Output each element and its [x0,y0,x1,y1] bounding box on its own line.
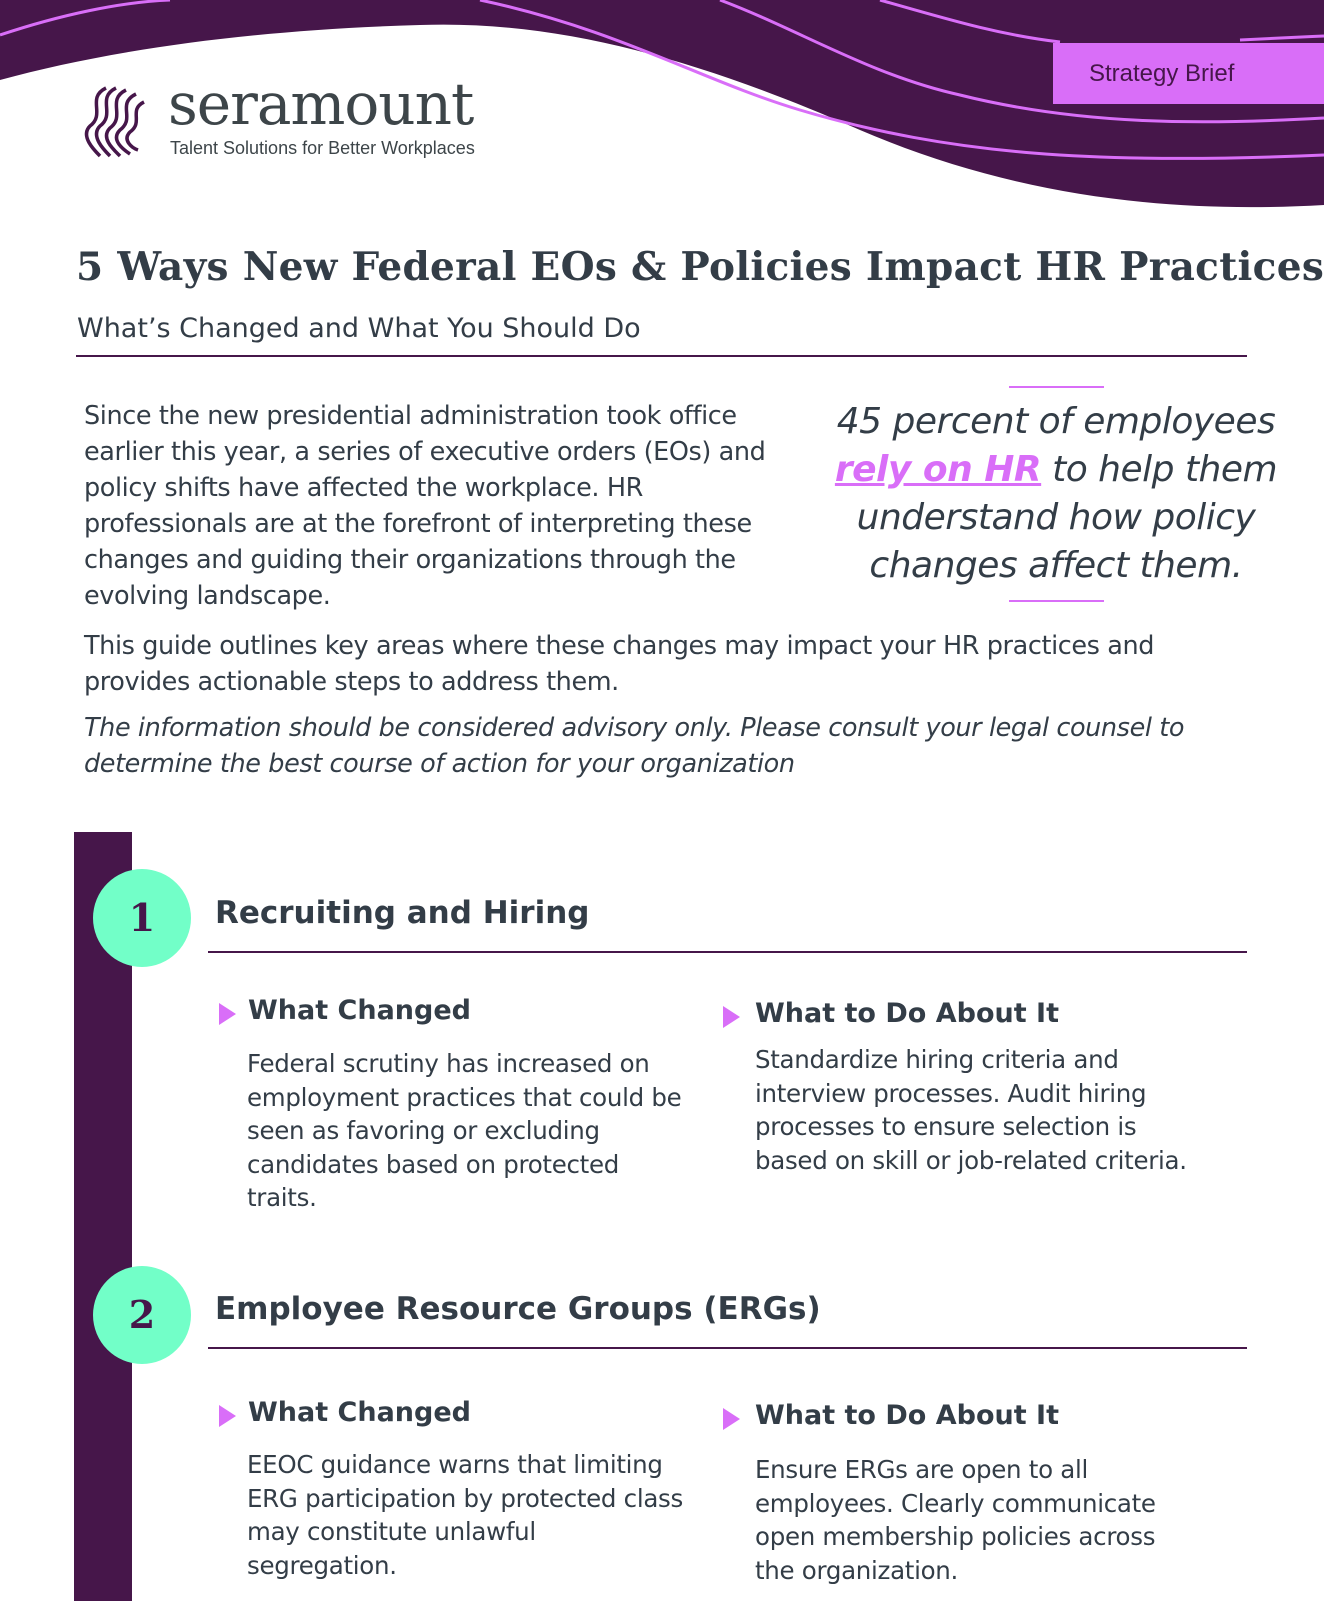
intro-paragraph: Since the new presidential administratio… [84,401,766,611]
quote-bottom-rule [1008,600,1104,602]
what-changed-label-2: What Changed [248,1397,471,1428]
quote-text-end: to help them understand how policy chang… [856,449,1278,586]
section-divider-1 [208,951,1247,953]
section-number-2: 2 [93,1266,191,1364]
triangle-bullet-icon [723,1006,740,1028]
page-subtitle: What’s Changed and What You Should Do [77,313,641,344]
disclaimer: The information should be considered adv… [84,713,1185,779]
title-divider [76,355,1247,357]
what-changed-text-1: Federal scrutiny has increased on employ… [247,1049,682,1212]
seramount-logo-icon [84,86,145,158]
what-to-do-label-1: What to Do About It [755,998,1060,1029]
quote-top-rule [1008,386,1104,388]
triangle-bullet-icon [219,1405,236,1427]
what-to-do-label-2: What to Do About It [755,1400,1060,1431]
intro-block: Since the new presidential administratio… [84,386,1314,782]
strategy-brief-badge: Strategy Brief [1053,43,1324,104]
what-to-do-text-2: Ensure ERGs are open to all employees. C… [755,1455,1156,1585]
triangle-bullet-icon [219,1003,236,1025]
logo-tagline: Talent Solutions for Better Workplaces [170,138,475,158]
what-changed-text-2: EEOC guidance warns that limiting ERG pa… [247,1450,683,1580]
page-title: 5 Ways New Federal EOs & Policies Impact… [76,244,1324,290]
section-divider-2 [208,1347,1247,1349]
what-to-do-text-1: Standardize hiring criteria and intervie… [755,1045,1187,1175]
triangle-bullet-icon [723,1408,740,1430]
header-wave-graphic [0,0,1324,208]
intro-row: Since the new presidential administratio… [84,386,1314,614]
quote-highlight: rely on HR [834,449,1042,490]
what-changed-label-1: What Changed [248,995,471,1026]
section-number-1: 1 [93,869,191,967]
quote-text-start: 45 percent of employees [836,401,1276,442]
logo-wordmark: seramount [168,70,474,138]
guide-paragraph: This guide outlines key areas where thes… [84,631,1155,697]
pull-quote: 45 percent of employees rely on HR to he… [798,398,1314,590]
section-title-1: Recruiting and Hiring [215,895,590,931]
pull-quote-block: 45 percent of employees rely on HR to he… [798,386,1314,602]
section-title-2: Employee Resource Groups (ERGs) [215,1291,821,1327]
